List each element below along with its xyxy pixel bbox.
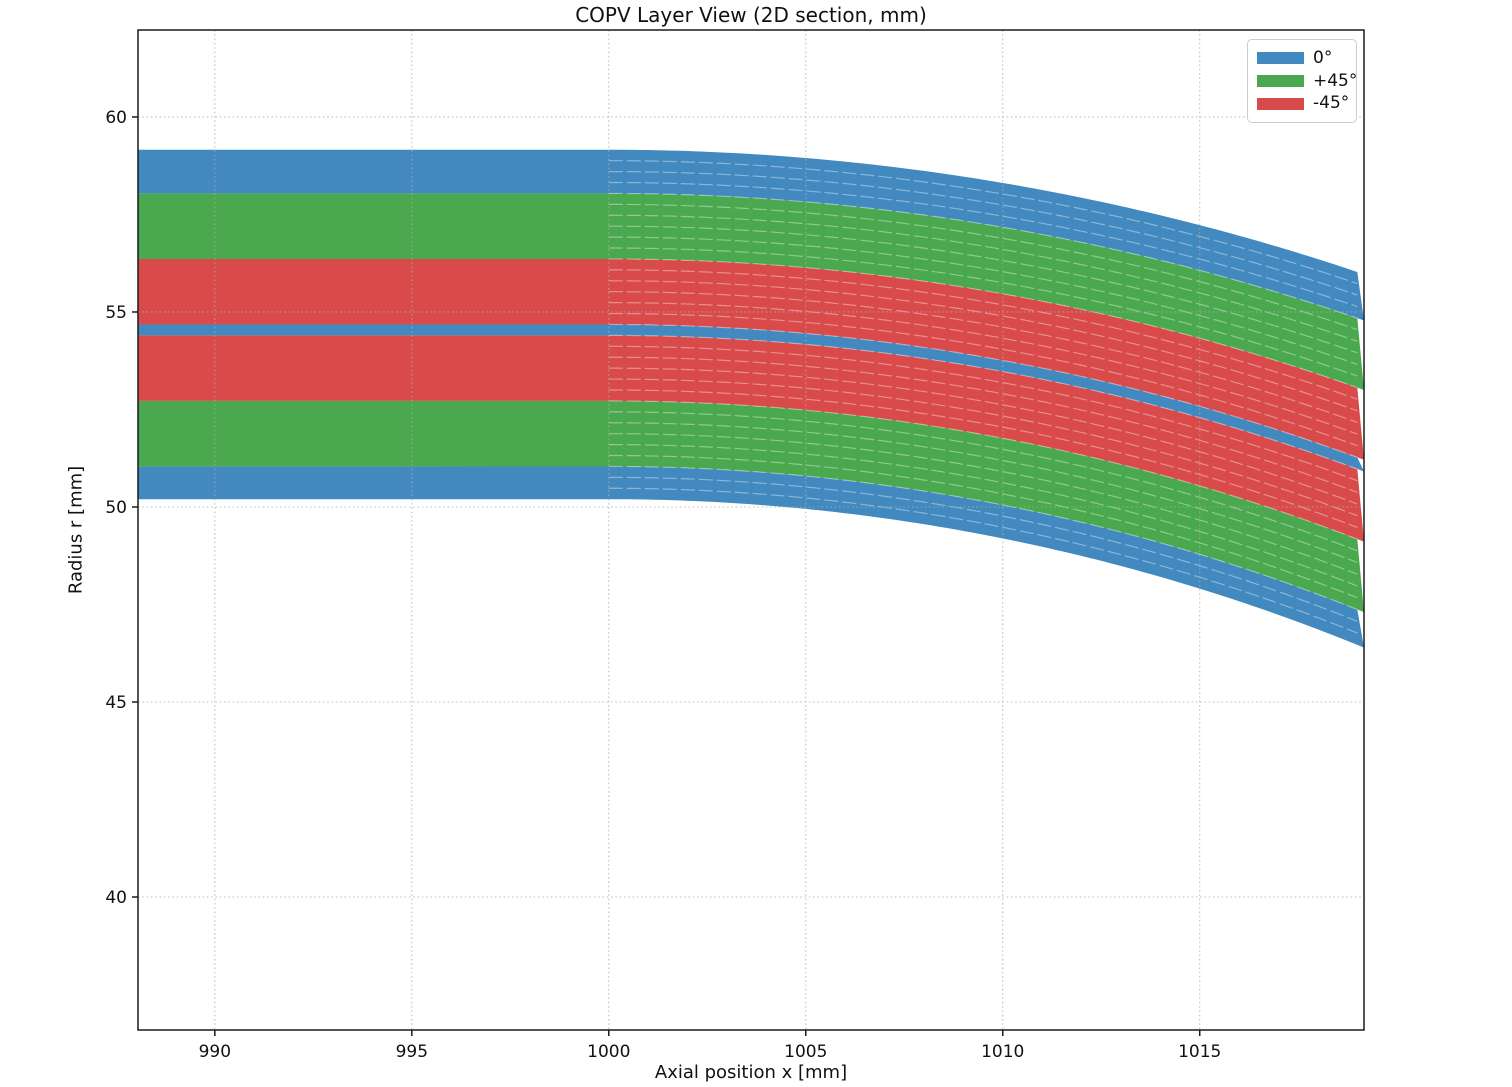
- legend-swatch-0deg: [1257, 52, 1304, 65]
- ply-line: [608, 214, 1358, 342]
- legend-label-0deg: 0°: [1313, 47, 1333, 68]
- layer-band-6: [138, 149, 1364, 321]
- layer-bands: [138, 149, 1364, 648]
- ply-line: [608, 356, 1358, 493]
- ply-line: [608, 334, 1358, 470]
- ply-line: [608, 247, 1358, 377]
- legend: 0° +45° -45°: [1247, 39, 1357, 123]
- ply-line: [608, 192, 1358, 319]
- ply-line: [608, 454, 1358, 599]
- ply-line: [608, 225, 1358, 354]
- legend-label-m45deg: -45°: [1313, 93, 1350, 114]
- ply-line: [608, 181, 1358, 308]
- x-axis-label: Axial position x [mm]: [654, 1062, 848, 1083]
- legend-item-0deg: 0°: [1257, 47, 1347, 70]
- x-tick-label: 995: [396, 1042, 428, 1062]
- ticks: 990 995 1000 1005 1010 1015 40 45 50 55 60: [105, 108, 1221, 1062]
- ply-line: [608, 323, 1358, 458]
- y-tick-label: 60: [105, 108, 127, 128]
- grid: [138, 30, 1364, 1030]
- ply-line: [608, 476, 1358, 622]
- ply-line: [608, 389, 1358, 528]
- ply-line: [608, 160, 1358, 285]
- ply-line: [608, 433, 1358, 575]
- legend-item-p45deg: +45°: [1257, 70, 1357, 93]
- legend-item-m45deg: -45°: [1257, 92, 1350, 115]
- y-tick-label: 45: [105, 693, 127, 713]
- ply-line: [608, 269, 1358, 400]
- ply-line: [608, 203, 1358, 331]
- y-tick-label: 40: [105, 888, 127, 908]
- legend-label-p45deg: +45°: [1313, 70, 1358, 91]
- layer-band-1: [138, 400, 1364, 613]
- ply-line: [608, 302, 1358, 435]
- ply-line: [608, 465, 1358, 611]
- ply-line: [608, 236, 1358, 365]
- layer-band-2: [138, 335, 1364, 542]
- y-tick-label: 55: [105, 303, 127, 323]
- axes-spines: [137, 29, 1365, 1031]
- ply-line: [608, 312, 1358, 447]
- chart-title: COPV Layer View (2D section, mm): [575, 3, 927, 27]
- ply-line: [608, 280, 1358, 412]
- y-axis-label: Radius r [mm]: [65, 465, 87, 595]
- ply-lines: [608, 160, 1358, 634]
- x-tick-label: 1005: [784, 1042, 827, 1062]
- layer-band-5: [138, 193, 1364, 390]
- legend-swatch-m45deg: [1257, 97, 1304, 110]
- ply-line: [608, 367, 1358, 505]
- x-tick-label: 1010: [981, 1042, 1024, 1062]
- x-tick-label: 990: [199, 1042, 231, 1062]
- x-tick-label: 1015: [1178, 1042, 1221, 1062]
- ply-line: [608, 258, 1358, 389]
- y-tick-label: 50: [105, 498, 127, 518]
- ply-line: [608, 422, 1358, 564]
- ply-line: [608, 400, 1358, 540]
- ply-line: [608, 443, 1358, 587]
- ply-line: [608, 378, 1358, 517]
- layer-band-4: [138, 258, 1364, 460]
- ply-line: [608, 345, 1358, 482]
- layer-band-0: [138, 466, 1364, 648]
- legend-swatch-p45deg: [1257, 75, 1304, 87]
- x-tick-label: 1000: [587, 1042, 630, 1062]
- ply-line: [608, 291, 1358, 424]
- ply-line: [608, 170, 1358, 296]
- ply-line: [608, 487, 1358, 634]
- ply-line: [608, 411, 1358, 552]
